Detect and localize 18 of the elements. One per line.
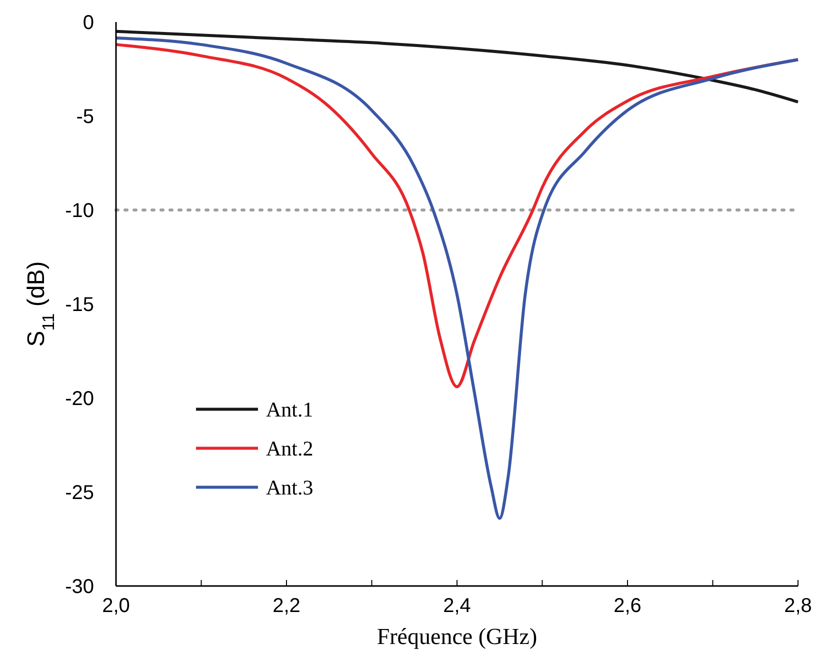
legend-label: Ant.1 bbox=[266, 398, 314, 422]
line-series bbox=[114, 36, 800, 520]
x-axis-title: Fréquence (GHz) bbox=[376, 624, 538, 649]
y-tick-label: 0 bbox=[82, 12, 94, 34]
x-tick-label: 2,0 bbox=[102, 595, 130, 617]
x-tick-label: 2,2 bbox=[272, 595, 300, 617]
x-tick-label: 2,6 bbox=[614, 595, 642, 617]
y-tick-label: -25 bbox=[65, 482, 94, 504]
legend-label: Ant.3 bbox=[266, 476, 314, 500]
y-tick-label: -10 bbox=[65, 200, 94, 222]
x-tick-label: 2,8 bbox=[784, 595, 812, 617]
y-tick-label: -15 bbox=[65, 294, 94, 316]
x-tick-label: 2,4 bbox=[443, 595, 471, 617]
line-series bbox=[114, 30, 800, 104]
legend-label: Ant.2 bbox=[266, 436, 314, 461]
y-tick-label: -5 bbox=[76, 106, 94, 128]
y-tick-label: -30 bbox=[65, 576, 94, 598]
y-tick-label: -20 bbox=[65, 388, 94, 410]
